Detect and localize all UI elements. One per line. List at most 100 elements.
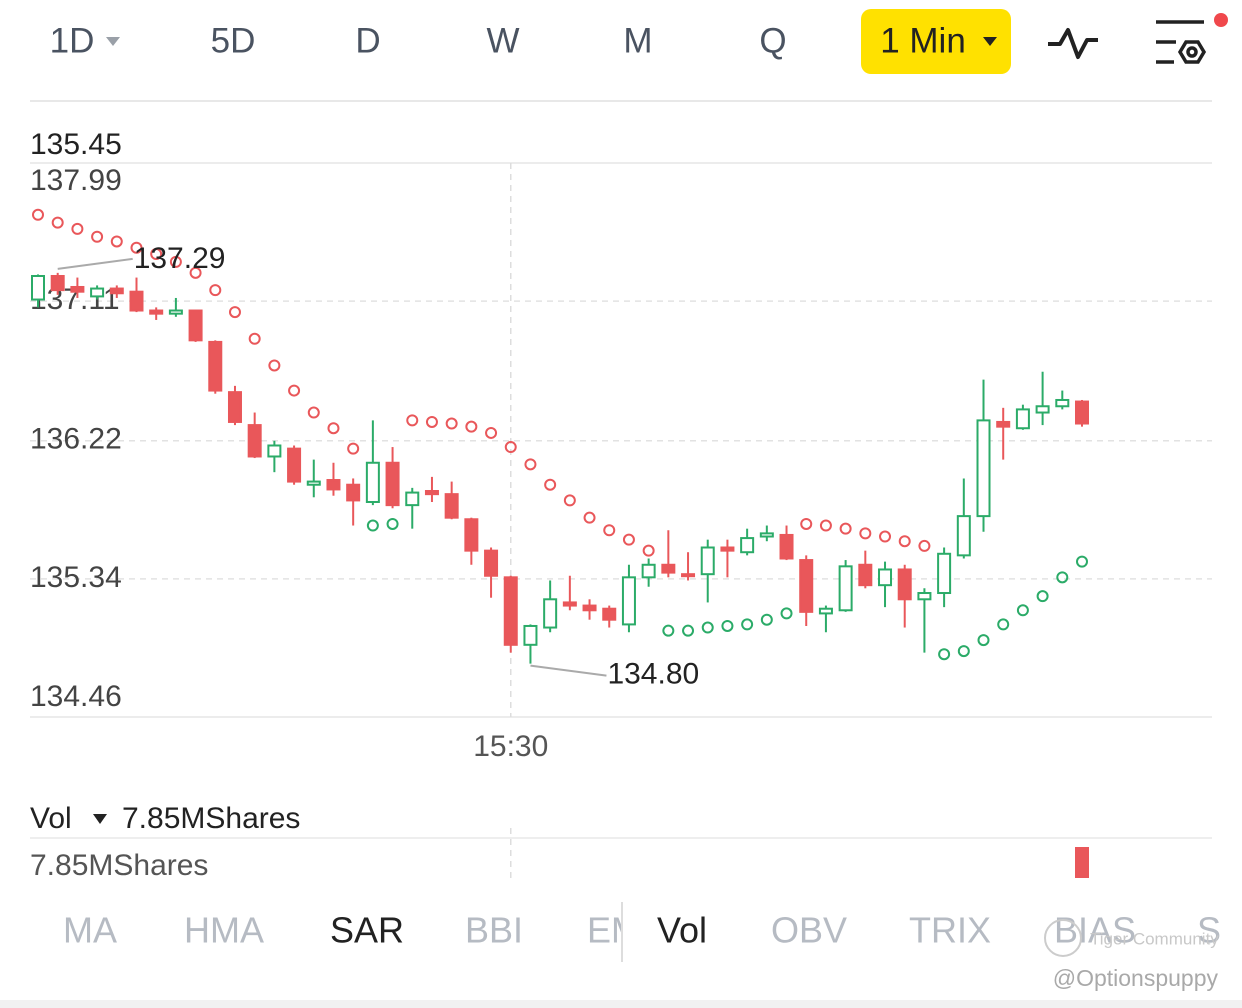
sar-dot (682, 624, 695, 637)
sar-dot (51, 216, 64, 229)
sar-dot (819, 519, 832, 532)
candle-body (681, 573, 696, 578)
indicator-tab[interactable]: OBV (771, 910, 847, 951)
candle-body (365, 461, 380, 503)
sar-dot (1036, 590, 1049, 603)
candle-body (917, 592, 932, 601)
sar-dot (150, 248, 163, 261)
sar-dot (209, 284, 222, 297)
candle-body (779, 533, 794, 560)
sar-dot (485, 426, 498, 439)
sar-dot (721, 619, 734, 632)
sar-dot (504, 441, 517, 454)
low-annotation: 134.80 (607, 658, 699, 691)
candle-body (740, 537, 755, 554)
interval-label: 1 Min (880, 21, 966, 60)
volume-label[interactable]: Vol (30, 802, 72, 835)
candle-body (838, 565, 853, 612)
candle-body (1015, 408, 1030, 430)
candle-body (444, 493, 459, 519)
x-tick-label: 15:30 (473, 730, 548, 763)
indicator-tab[interactable]: SAR (330, 910, 404, 951)
sar-dot (524, 458, 537, 471)
tab[interactable]: 5D (211, 21, 256, 60)
candle-body (897, 568, 912, 601)
bottom-strip (0, 1000, 1242, 1008)
candle-body (543, 598, 558, 629)
indicator-icon[interactable] (1048, 28, 1098, 59)
candle-body (464, 518, 479, 552)
sar-dot (465, 420, 478, 433)
sar-dot (366, 519, 379, 532)
candle-body (287, 447, 302, 483)
caret (983, 37, 997, 46)
sar-dot (957, 645, 970, 658)
candle-body (562, 601, 577, 607)
candle-body (523, 624, 538, 646)
indicator-tab[interactable]: Vol (657, 910, 707, 951)
sar-dot (741, 618, 754, 631)
sar-dot (327, 422, 340, 435)
indicator-tab[interactable]: EMA (587, 910, 665, 951)
volume-axis-label: 7.85MShares (30, 849, 208, 882)
candle-body (976, 419, 991, 518)
candle-body (602, 607, 617, 621)
sar-dot (169, 255, 182, 268)
sar-dot (406, 414, 419, 427)
sar-dot (189, 266, 202, 279)
sar-dot (268, 359, 281, 372)
indicator-tab[interactable]: MA (63, 910, 117, 951)
annotation-leader (57, 257, 133, 270)
sar-dot (386, 517, 399, 530)
sar-dot (71, 222, 84, 235)
candle-body (385, 461, 400, 507)
y-tick-label: 137.99 (30, 164, 122, 197)
candle-body (31, 274, 45, 301)
sar-dot (288, 384, 301, 397)
candle-body (878, 568, 893, 587)
indicator-tab[interactable]: BIAS (1054, 910, 1136, 951)
candle-body (1055, 398, 1070, 408)
volume-bar (1075, 847, 1089, 878)
sar-dot (445, 417, 458, 430)
sar-dot (228, 306, 241, 319)
sar-dot (997, 618, 1010, 631)
candle-body (346, 483, 361, 502)
tab[interactable]: W (486, 21, 519, 60)
top-price-label: 135.45 (30, 128, 122, 161)
candle-body (720, 546, 735, 552)
candle-body (424, 490, 439, 496)
sar-dot (110, 235, 123, 248)
candle-body (90, 287, 105, 298)
sar-dot (898, 535, 911, 548)
sar-dot (563, 494, 576, 507)
settings-icon[interactable] (1156, 20, 1207, 64)
candle-body (759, 532, 774, 538)
candle-body (1075, 400, 1089, 425)
tab[interactable]: M (623, 21, 652, 60)
indicator-tab[interactable]: HMA (184, 910, 264, 951)
interval-button[interactable] (861, 9, 1011, 74)
candle-body (937, 552, 952, 595)
notification-dot (1214, 13, 1228, 27)
indicator-tab[interactable]: BBI (465, 910, 523, 951)
sar-dot (839, 522, 852, 535)
sar-dot (544, 478, 557, 491)
candle-body (149, 309, 164, 315)
sar-dot (938, 648, 951, 661)
sar-dot (1016, 604, 1029, 617)
indicator-tab[interactable]: TRIX (909, 910, 991, 951)
sar-dot (662, 624, 675, 637)
toolbar: 1D 5D D W M Q 1 Min (50, 9, 1228, 74)
indicator-tab[interactable]: S (1197, 910, 1221, 951)
sar-dot (642, 544, 655, 557)
candle-body (582, 604, 597, 612)
sar-dot (91, 230, 104, 243)
sar-dot (780, 607, 793, 620)
tab[interactable]: 1D (50, 21, 95, 60)
tab[interactable]: Q (759, 21, 786, 60)
candle-body (306, 480, 321, 486)
sar-dot (977, 634, 990, 647)
tab[interactable]: D (355, 21, 380, 60)
